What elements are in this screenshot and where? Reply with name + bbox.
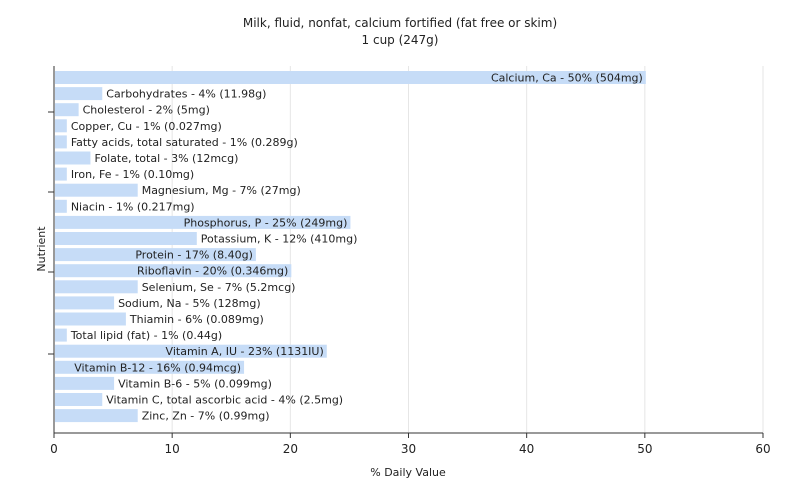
bar [55,296,115,310]
bar [55,393,103,406]
bar [55,103,79,117]
bar-label: Vitamin C, total ascorbic acid - 4% (2.5… [106,394,343,407]
bar-label: Phosphorus, P - 25% (249mg) [184,216,348,229]
bar-label: Calcium, Ca - 50% (504mg) [491,72,643,85]
x-tick-label: 40 [519,442,534,456]
bar-label: Potassium, K - 12% (410mg) [201,233,358,246]
axes: 0 10 20 30 40 50 60 [48,66,771,456]
bar-label: Thiamin - 6% (0.089mg) [129,313,264,326]
bars [55,71,646,423]
bar-labels: Calcium, Ca - 50% (504mg) Carbohydrates -… [70,72,643,423]
bar [55,199,67,213]
bar [55,87,103,101]
bar [55,280,138,294]
x-tick-label: 0 [50,442,58,456]
bar [55,232,197,245]
x-axis-label: % Daily Value [370,466,446,479]
bar [55,248,256,262]
bar [55,119,67,133]
bar [55,344,327,358]
bar-label: Vitamin A, IU - 23% (1131IU) [166,345,324,358]
bar [55,312,126,326]
bar-label: Cholesterol - 2% (5mg) [83,104,210,117]
bar [55,409,138,423]
bar [55,135,67,149]
bar-label: Magnesium, Mg - 7% (27mg) [142,184,301,197]
chart-subtitle: 1 cup (247g) [362,33,439,47]
bar [55,71,646,84]
x-tick-label: 60 [755,442,770,456]
bar-label: Niacin - 1% (0.217mg) [71,200,195,213]
chart-title: Milk, fluid, nonfat, calcium fortified (… [243,16,557,30]
bar-label: Sodium, Na - 5% (128mg) [118,297,261,310]
bar-label: Zinc, Zn - 7% (0.99mg) [142,410,270,423]
bar-label: Vitamin B-12 - 16% (0.94mcg) [74,361,241,374]
bar-label: Total lipid (fat) - 1% (0.44g) [70,329,222,342]
bar [55,167,67,181]
x-tick-label: 10 [165,442,180,456]
bar [55,264,292,278]
bar [55,328,67,342]
bar [55,183,138,197]
bar [55,215,351,229]
bar-label: Vitamin B-6 - 5% (0.099mg) [118,377,272,390]
bar-label: Copper, Cu - 1% (0.027mg) [71,120,222,133]
bar [55,376,115,390]
bar-label: Protein - 17% (8.40g) [135,249,253,262]
bar-label: Iron, Fe - 1% (0.10mg) [71,168,194,181]
bar-label: Carbohydrates - 4% (11.98g) [106,88,266,101]
x-tick-label: 30 [401,442,416,456]
y-axis-label: Nutrient [35,226,48,272]
x-tick-label: 20 [283,442,298,456]
bar [55,360,245,374]
x-tick-label: 50 [637,442,652,456]
bar-label: Selenium, Se - 7% (5.2mcg) [142,281,296,294]
bar-label: Riboflavin - 20% (0.346mg) [137,265,288,278]
bar-label: Folate, total - 3% (12mcg) [94,152,238,165]
bar [55,151,91,165]
bar-label: Fatty acids, total saturated - 1% (0.289… [71,136,298,149]
